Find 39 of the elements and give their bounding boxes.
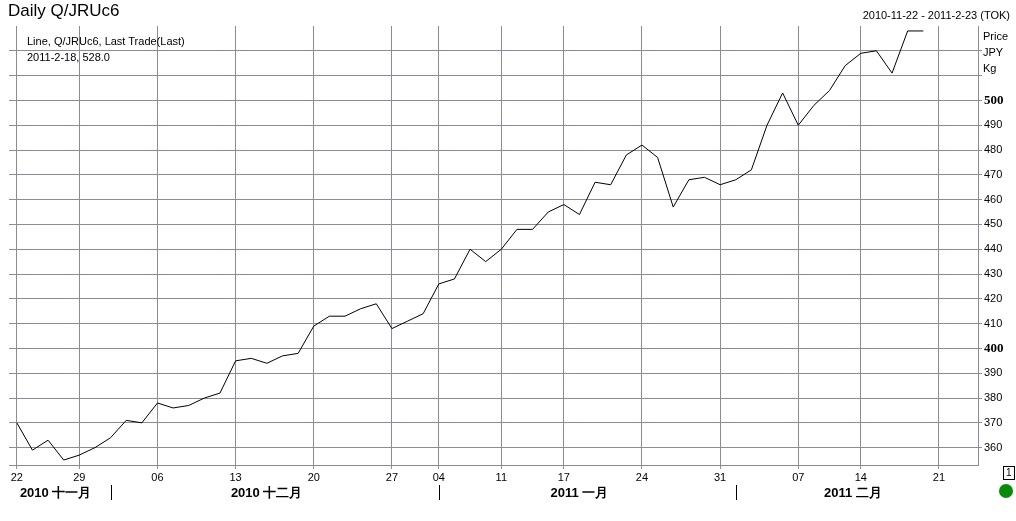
x-tick-label: 27 [385,470,399,483]
x-tick-label: 04 [432,470,445,483]
x-tick-label: 14 [854,470,867,483]
text: 1 [1003,466,1015,480]
y-tick-label: 470 [984,167,1003,180]
x-tick-label: 13 [229,470,242,483]
y-tick-label: 360 [984,440,1003,453]
x-tick-label: 21 [932,470,946,483]
chart-title: Daily Q/JRUc6 [8,1,120,21]
y-tick-label: 430 [984,267,1003,280]
y-tick-label: 370 [984,415,1003,428]
y-tick-label: 420 [984,291,1003,304]
annotation: 2011-2-18, 528.0 [27,51,110,64]
x-tick-label: 11 [495,470,508,483]
text: 2011 二月 [823,484,882,502]
x-tick-label: 24 [635,470,649,483]
y-tick-label: 380 [984,391,1003,404]
x-tick-label: 17 [557,470,570,483]
y-axis-title: Price JPY Kg [983,29,1010,76]
y-tick-label: 480 [984,143,1003,156]
y-tick-label: 400 [984,339,1004,355]
x-tick-label: 29 [73,470,86,483]
text: 2010 十一月 [19,484,92,502]
x-tick-label: 22 [10,470,23,483]
x-tick-label: 07 [792,470,805,483]
x-tick-label: 31 [714,470,727,483]
text: 2010 十二月 [230,484,303,502]
y-tick-label: 490 [984,118,1003,131]
y-tick-label: 390 [984,366,1003,379]
y-tick-label: 440 [984,242,1003,255]
y-tick-label: 460 [984,192,1003,205]
x-tick-label: 20 [307,470,320,483]
y-tick-label: 500 [984,91,1004,107]
x-tick-label: 06 [151,470,164,483]
y-tick-label: 450 [984,217,1003,230]
chart-subtitle: 2010-11-22 - 2011-2-23 (TOK) [862,9,1010,21]
text: 2011 一月 [550,484,609,502]
text: Line, Q/JRUc6, Last Trade(Last) [27,35,185,48]
y-tick-label: 410 [984,316,1003,329]
